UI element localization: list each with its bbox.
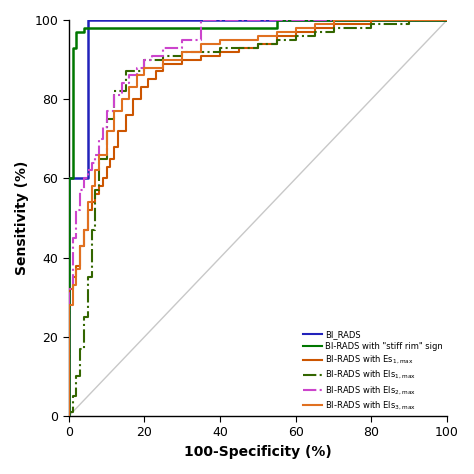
X-axis label: 100-Specificity (%): 100-Specificity (%) [184, 445, 332, 459]
Y-axis label: Sensitivity (%): Sensitivity (%) [15, 161, 29, 275]
Legend: BI_RADS, BI-RADS with "stiff rim" sign, BI-RADS with Es$_{\mathregular{1,max}}$,: BI_RADS, BI-RADS with "stiff rim" sign, … [303, 330, 443, 412]
